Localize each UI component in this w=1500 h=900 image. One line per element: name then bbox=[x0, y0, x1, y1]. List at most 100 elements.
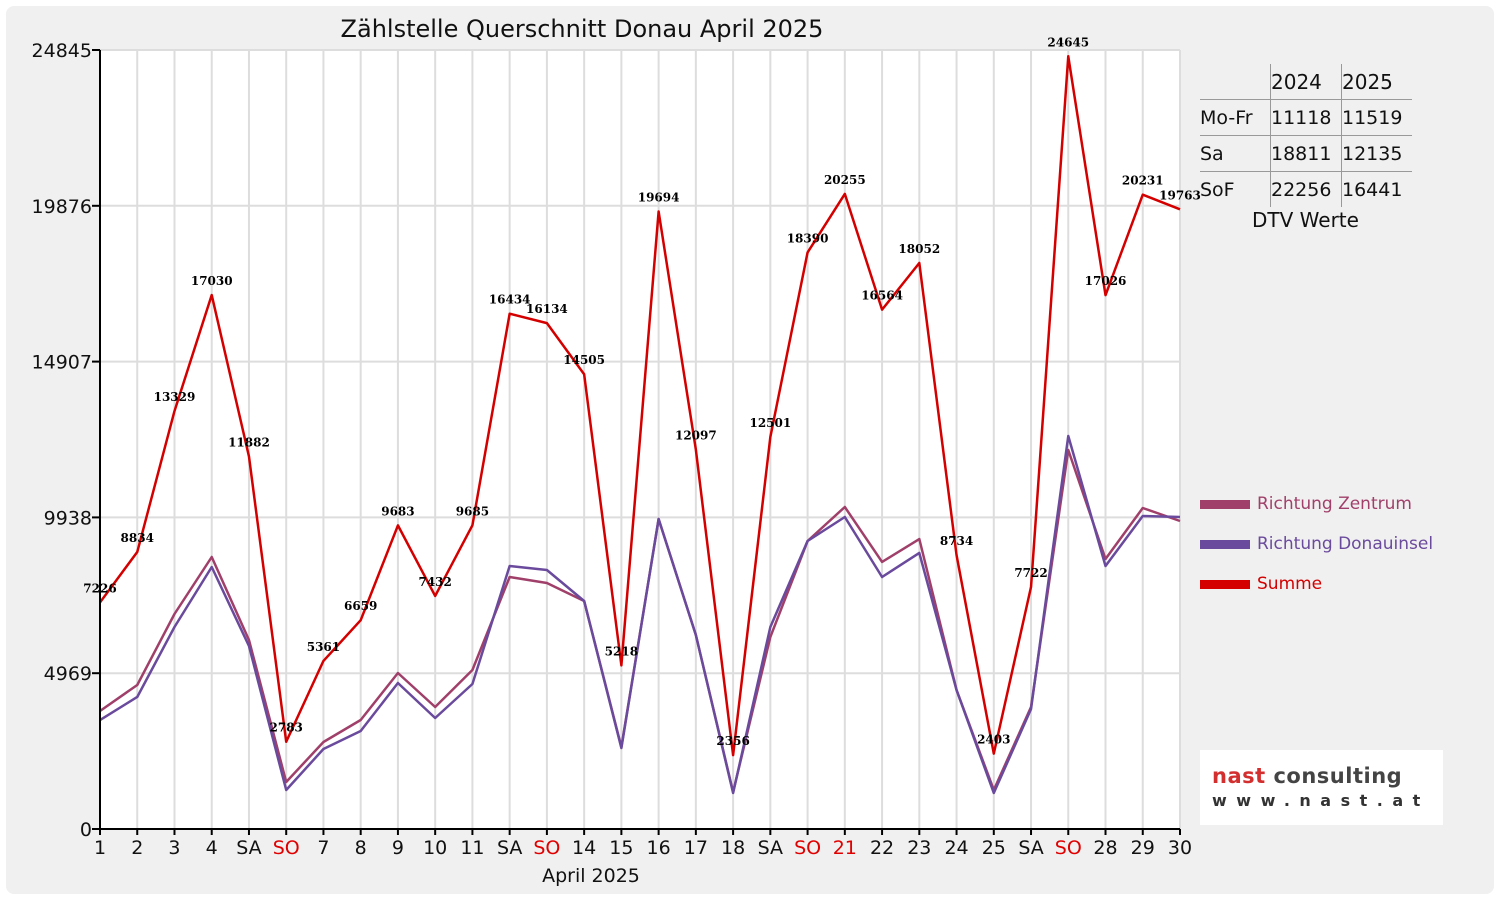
table-header-row: 2024 2025 bbox=[1200, 64, 1412, 100]
data-label: 9685 bbox=[456, 504, 489, 518]
x-tick-label: 9 bbox=[392, 837, 404, 859]
row-label: Mo-Fr bbox=[1200, 99, 1271, 136]
cell-2025: 16441 bbox=[1341, 171, 1412, 207]
data-label: 14505 bbox=[563, 353, 605, 367]
x-tick-label: SA bbox=[497, 837, 522, 859]
data-label: 9683 bbox=[381, 504, 414, 518]
logo-consulting: consulting bbox=[1265, 764, 1403, 788]
x-tick-label: 16 bbox=[647, 837, 671, 859]
row-label: Sa bbox=[1200, 135, 1271, 172]
data-label: 17030 bbox=[191, 274, 233, 288]
x-tick-label: 17 bbox=[684, 837, 708, 859]
data-label: 17026 bbox=[1085, 274, 1127, 288]
x-tick-label: 18 bbox=[721, 837, 745, 859]
header-2025: 2025 bbox=[1341, 64, 1412, 100]
data-label: 16134 bbox=[526, 302, 568, 316]
table-row: Sa 18811 12135 bbox=[1200, 135, 1412, 172]
data-label: 8734 bbox=[940, 534, 973, 548]
header-2024: 2024 bbox=[1270, 64, 1342, 100]
x-tick-label: 3 bbox=[168, 837, 180, 859]
data-label: 19694 bbox=[638, 191, 680, 205]
data-label: 19763 bbox=[1159, 188, 1201, 202]
x-tick-label: SA bbox=[1018, 837, 1043, 859]
data-label: 16434 bbox=[489, 293, 531, 307]
x-tick-label: 30 bbox=[1168, 837, 1192, 859]
x-tick-label: SO bbox=[533, 837, 560, 859]
logo-name: nast consulting bbox=[1212, 764, 1402, 788]
data-label: 18052 bbox=[898, 242, 940, 256]
x-tick-label: SO bbox=[794, 837, 821, 859]
x-tick-label: SA bbox=[236, 837, 261, 859]
x-tick-label: 10 bbox=[423, 837, 447, 859]
x-tick-label: SO bbox=[273, 837, 300, 859]
data-label: 12501 bbox=[749, 416, 791, 430]
data-label: 18390 bbox=[787, 231, 829, 245]
legend-swatch bbox=[1200, 539, 1250, 549]
x-tick-label: 29 bbox=[1131, 837, 1155, 859]
data-label: 20231 bbox=[1122, 174, 1164, 188]
y-tick-label: 4969 bbox=[44, 663, 92, 685]
data-label: 5218 bbox=[605, 644, 638, 658]
x-tick-label: 21 bbox=[833, 837, 857, 859]
legend-swatch bbox=[1200, 579, 1250, 589]
data-label: 16564 bbox=[861, 289, 903, 303]
data-label: 7722 bbox=[1014, 566, 1047, 580]
data-label: 7432 bbox=[418, 575, 451, 589]
y-tick-label: 9938 bbox=[44, 507, 92, 529]
chart-title: Zählstelle Querschnitt Donau April 2025 bbox=[341, 15, 824, 43]
data-label: 11882 bbox=[228, 435, 270, 449]
data-label: 5361 bbox=[307, 640, 340, 654]
x-tick-label: SO bbox=[1055, 837, 1082, 859]
legend-label: Richtung Donauinsel bbox=[1257, 534, 1434, 554]
header-empty bbox=[1200, 64, 1271, 100]
data-label: 20255 bbox=[824, 173, 866, 187]
logo-nast: nast bbox=[1212, 764, 1266, 788]
x-tick-label: SA bbox=[758, 837, 783, 859]
table-row: Mo-Fr 11118 11519 bbox=[1200, 99, 1412, 136]
series-line-summe bbox=[98, 55, 1181, 757]
data-label: 13329 bbox=[154, 390, 196, 404]
data-label: 6659 bbox=[344, 599, 377, 613]
x-tick-label: 8 bbox=[355, 837, 367, 859]
nast-consulting-logo: nast consulting www.nast.at bbox=[1200, 750, 1443, 825]
cell-2024: 11118 bbox=[1270, 99, 1342, 136]
x-tick-label: 28 bbox=[1093, 837, 1117, 859]
y-tick-label: 24845 bbox=[32, 40, 92, 62]
x-tick-label: 14 bbox=[572, 837, 596, 859]
cell-2024: 18811 bbox=[1270, 135, 1342, 172]
row-label: SoF bbox=[1200, 171, 1271, 207]
legend-item-summe: Summe bbox=[1200, 574, 1322, 594]
y-tick-label: 0 bbox=[80, 819, 92, 841]
legend-label: Summe bbox=[1257, 574, 1323, 594]
table-caption: DTV Werte bbox=[1252, 208, 1359, 232]
x-tick-label: 15 bbox=[609, 837, 633, 859]
x-tick-label: 23 bbox=[907, 837, 931, 859]
data-label: 2403 bbox=[977, 733, 1010, 747]
cell-2025: 11519 bbox=[1341, 99, 1412, 136]
cell-2024: 22256 bbox=[1270, 171, 1342, 207]
x-axis-label: April 2025 bbox=[542, 865, 640, 887]
x-tick-label: 22 bbox=[870, 837, 894, 859]
y-tick-label: 14907 bbox=[32, 352, 92, 374]
x-tick-label: 4 bbox=[206, 837, 218, 859]
dtv-table: 2024 2025 Mo-Fr 11118 11519 Sa 18811 121… bbox=[1200, 64, 1412, 207]
legend-item-donauinsel: Richtung Donauinsel bbox=[1200, 534, 1433, 554]
y-tick-label: 19876 bbox=[32, 196, 92, 218]
x-tick-label: 11 bbox=[460, 837, 484, 859]
legend-swatch bbox=[1200, 499, 1250, 509]
data-label: 12097 bbox=[675, 429, 717, 443]
x-tick-label: 25 bbox=[982, 837, 1006, 859]
x-tick-label: 24 bbox=[944, 837, 968, 859]
logo-url: www.nast.at bbox=[1212, 791, 1430, 810]
x-tick-label: 7 bbox=[317, 837, 329, 859]
x-tick-label: 2 bbox=[131, 837, 143, 859]
cell-2025: 12135 bbox=[1341, 135, 1412, 172]
legend-item-zentrum: Richtung Zentrum bbox=[1200, 494, 1412, 514]
data-label: 2356 bbox=[716, 734, 749, 748]
data-label: 8834 bbox=[121, 531, 154, 545]
data-label: 24645 bbox=[1047, 35, 1089, 49]
table-row: SoF 22256 16441 bbox=[1200, 171, 1412, 207]
data-label: 2783 bbox=[270, 721, 303, 735]
legend-label: Richtung Zentrum bbox=[1257, 494, 1412, 514]
